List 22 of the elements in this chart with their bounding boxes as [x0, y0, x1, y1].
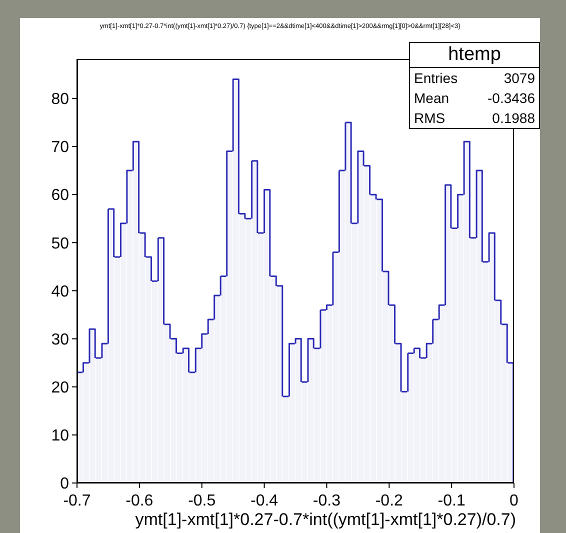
- x-tick-label: -0.1: [438, 492, 466, 510]
- y-tick-label: 30: [51, 331, 70, 348]
- text: Entries 3079: [414, 70, 535, 86]
- x-tick-label: -0.2: [375, 492, 404, 510]
- x-tick-label: -0.3: [312, 492, 341, 510]
- y-tick-label: 10: [51, 428, 70, 445]
- y-tick-label: 60: [51, 187, 70, 204]
- x-tick-label: -0.6: [126, 492, 154, 510]
- y-tick-label: 20: [51, 380, 70, 397]
- annotation: htemp: [410, 43, 539, 68]
- text: Mean -0.3436: [414, 90, 535, 106]
- y-tick-label: 0: [60, 476, 70, 493]
- y-tick-label: 50: [51, 235, 70, 252]
- x-tick-label: 0: [510, 492, 519, 510]
- x-tick-label: -0.5: [188, 492, 216, 510]
- x-tick-label: -0.7: [63, 492, 91, 510]
- y-tick-label: 80: [51, 91, 70, 108]
- x-axis-title: ymt[1]-xmt[1]*0.27-0.7*int((ymt[1]-xmt[1]*0.27)/0.7): [135, 510, 516, 530]
- y-tick-label: 70: [51, 139, 70, 156]
- y-tick-label: 40: [51, 283, 70, 300]
- text: RMS 0.1988: [414, 110, 535, 126]
- x-tick-label: -0.4: [250, 492, 278, 510]
